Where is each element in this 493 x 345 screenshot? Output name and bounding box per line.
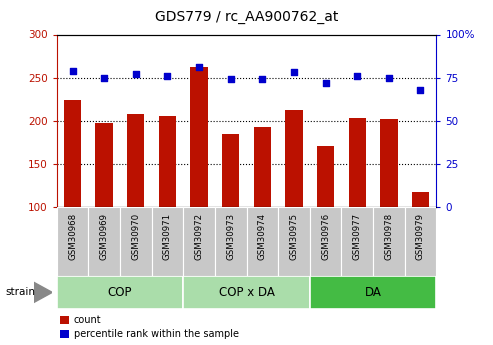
Text: GSM30968: GSM30968	[68, 213, 77, 260]
Text: GSM30971: GSM30971	[163, 213, 172, 260]
Bar	[64, 100, 81, 207]
Bar	[88, 207, 120, 276]
Text: COP x DA: COP x DA	[218, 286, 275, 299]
Bar	[61, 316, 69, 324]
Bar	[278, 207, 310, 276]
Text: GSM30974: GSM30974	[258, 213, 267, 260]
Bar	[341, 207, 373, 276]
Text: GSM30970: GSM30970	[131, 213, 141, 260]
Point	[258, 77, 266, 82]
Point	[69, 68, 76, 73]
Bar	[159, 116, 176, 207]
Point	[227, 77, 235, 82]
Polygon shape	[34, 282, 52, 303]
Text: DA: DA	[365, 286, 382, 299]
Point	[290, 70, 298, 75]
Text: GSM30976: GSM30976	[321, 213, 330, 260]
Bar	[310, 207, 341, 276]
Text: count: count	[74, 315, 102, 325]
Bar	[183, 276, 310, 309]
Point	[164, 73, 172, 79]
Text: GSM30975: GSM30975	[289, 213, 298, 260]
Bar	[120, 207, 152, 276]
Point	[321, 80, 329, 86]
Point	[132, 71, 140, 77]
Bar	[349, 118, 366, 207]
Bar	[310, 276, 436, 309]
Bar	[380, 119, 397, 207]
Bar	[285, 110, 303, 207]
Text: GDS779 / rc_AA900762_at: GDS779 / rc_AA900762_at	[155, 10, 338, 24]
Point	[417, 87, 424, 92]
Bar	[215, 207, 246, 276]
Point	[195, 65, 203, 70]
Bar	[127, 114, 144, 207]
Bar	[57, 207, 88, 276]
Bar	[183, 207, 215, 276]
Bar	[253, 127, 271, 207]
Bar	[57, 276, 183, 309]
Bar	[412, 193, 429, 207]
Bar	[61, 330, 69, 338]
Point	[385, 75, 393, 80]
Text: GSM30969: GSM30969	[100, 213, 108, 259]
Text: strain: strain	[5, 287, 35, 297]
Bar	[190, 67, 208, 207]
Text: GSM30977: GSM30977	[352, 213, 362, 260]
Point	[353, 73, 361, 79]
Text: GSM30979: GSM30979	[416, 213, 425, 259]
Bar	[317, 146, 334, 207]
Bar	[152, 207, 183, 276]
Bar	[373, 207, 405, 276]
Bar	[96, 123, 113, 207]
Text: GSM30978: GSM30978	[385, 213, 393, 260]
Text: COP: COP	[107, 286, 132, 299]
Text: percentile rank within the sample: percentile rank within the sample	[74, 329, 239, 339]
Bar	[405, 207, 436, 276]
Text: GSM30972: GSM30972	[195, 213, 204, 260]
Bar	[246, 207, 278, 276]
Text: GSM30973: GSM30973	[226, 213, 235, 260]
Bar	[222, 134, 240, 207]
Point	[100, 75, 108, 80]
